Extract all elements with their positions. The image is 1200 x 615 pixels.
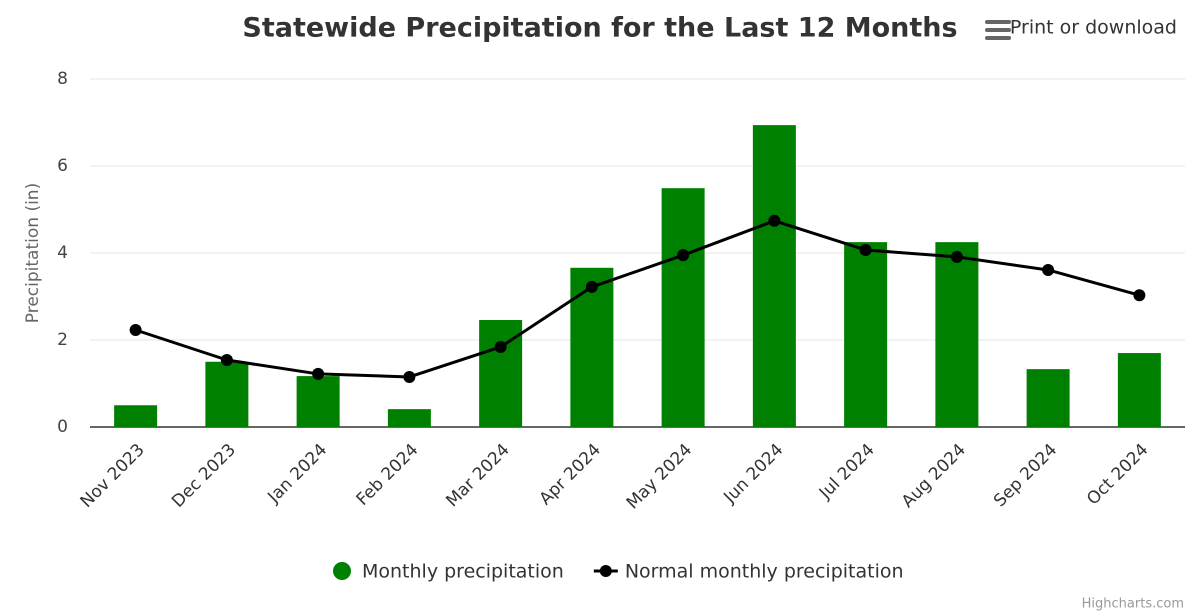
line-marker <box>1133 289 1146 302</box>
x-tick-label: Apr 2024 <box>536 440 605 509</box>
x-tick-label: Jun 2024 <box>719 440 787 508</box>
y-tick-label: 8 <box>57 69 68 89</box>
menu-icon-bar <box>985 28 1011 32</box>
bar <box>1026 369 1070 427</box>
x-tick-label: Nov 2023 <box>77 440 149 512</box>
legend-label: Monthly precipitation <box>362 561 564 583</box>
legend-symbol <box>333 562 351 580</box>
bar <box>935 242 979 427</box>
legend: Monthly precipitation Normal monthly prec… <box>333 561 904 583</box>
line-marker <box>859 243 872 256</box>
y-tick-label: 6 <box>57 156 68 176</box>
line-marker <box>585 280 598 293</box>
legend-item[interactable]: Monthly precipitation <box>333 561 564 583</box>
x-tick-label: Jul 2024 <box>815 440 879 504</box>
bar <box>570 267 614 427</box>
line-marker <box>768 214 781 227</box>
legend-label: Normal monthly precipitation <box>625 561 904 583</box>
bar <box>387 409 431 427</box>
y-axis-label: Precipitation (in) <box>23 183 43 323</box>
line-marker <box>1042 263 1055 276</box>
menu-icon-bar <box>985 20 1011 24</box>
y-tick-label: 0 <box>57 417 68 437</box>
line-marker <box>950 250 963 263</box>
bar <box>114 405 158 427</box>
line-marker <box>220 354 233 367</box>
menu-icon-bar <box>985 36 1011 40</box>
x-tick-label: Mar 2024 <box>442 440 513 511</box>
export-menu[interactable]: Print or download <box>985 17 1177 41</box>
bar <box>205 361 249 427</box>
y-tick-label: 4 <box>57 243 68 263</box>
x-tick-label: Jan 2024 <box>263 440 331 508</box>
bar <box>844 242 888 427</box>
x-tick-label: May 2024 <box>623 440 696 513</box>
line-marker <box>494 340 507 353</box>
line-marker <box>129 323 142 336</box>
line <box>135 219 1140 379</box>
bar <box>752 125 796 428</box>
line-marker <box>677 249 690 262</box>
x-tick-label: Dec 2023 <box>168 440 240 512</box>
x-tick-label: Oct 2024 <box>1083 440 1152 509</box>
export-menu-label[interactable]: Print or download <box>1010 17 1177 39</box>
legend-item[interactable]: Normal monthly precipitation <box>593 561 904 583</box>
chart-title: Statewide Precipitation for the Last 12 … <box>242 13 957 44</box>
legend-symbol <box>599 565 612 577</box>
bar <box>661 188 705 427</box>
y-tick-label: 2 <box>57 330 68 350</box>
bar <box>296 376 340 427</box>
line-marker <box>403 370 416 383</box>
bar <box>1117 353 1161 427</box>
x-tick-label: Feb 2024 <box>353 440 423 510</box>
x-tick-label: Sep 2024 <box>990 440 1061 511</box>
credits[interactable]: Highcharts.com <box>1082 597 1184 612</box>
x-tick-label: Aug 2024 <box>898 440 970 512</box>
line-marker <box>312 367 325 380</box>
